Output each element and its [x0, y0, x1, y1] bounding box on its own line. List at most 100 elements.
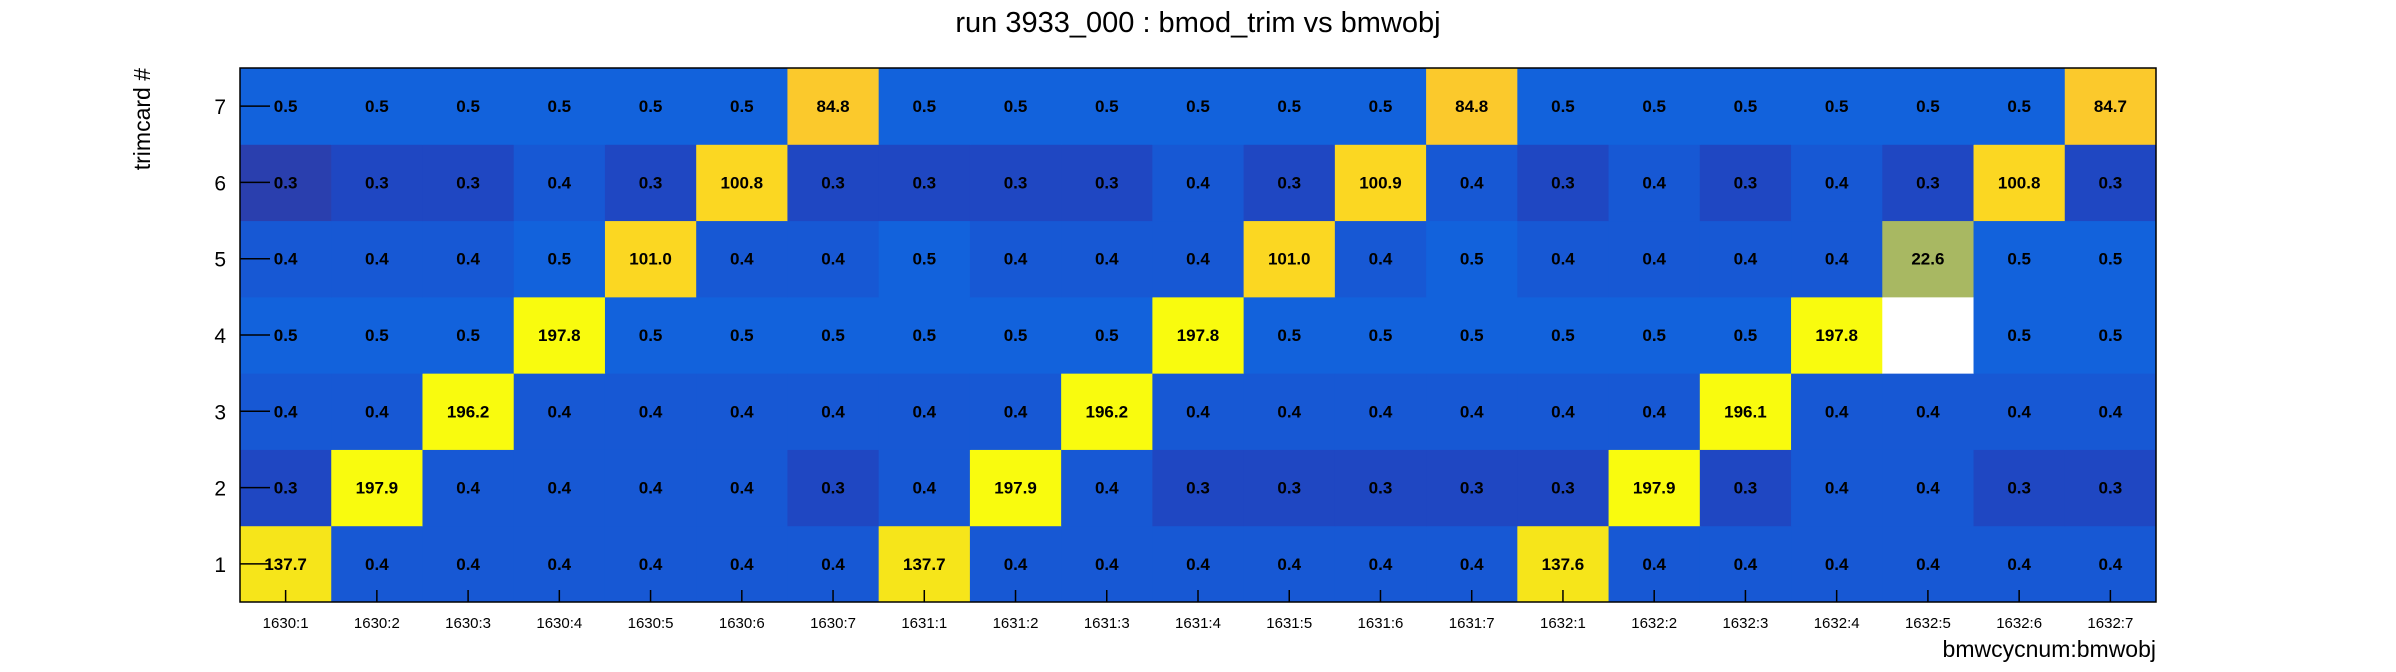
heatmap-cell	[1061, 373, 1153, 450]
heatmap-cell	[787, 525, 880, 603]
heatmap-cell	[1243, 220, 1336, 298]
cell-value-label: 0.4	[1004, 555, 1028, 574]
heatmap-cell	[331, 144, 423, 222]
heatmap-cell	[1973, 449, 2066, 527]
cell-value-label: 197.9	[994, 479, 1037, 498]
cell-value-label: 100.8	[721, 173, 764, 192]
heatmap-cell	[513, 525, 606, 603]
heatmap-cell	[1152, 68, 1245, 145]
heatmap-cell	[878, 296, 971, 374]
heatmap-cell	[1426, 449, 1518, 527]
cell-value-label: 0.4	[365, 250, 389, 269]
cell-value-label: 0.4	[1825, 173, 1849, 192]
cell-value-label: 197.9	[1633, 479, 1676, 498]
x-tick-label: 1631:1	[901, 615, 947, 632]
heatmap-cell	[1334, 525, 1427, 603]
x-tick-label: 1631:6	[1358, 615, 1404, 632]
cell-value-label: 0.5	[1095, 97, 1119, 116]
y-tick-label: 5	[214, 249, 226, 272]
x-tick-label: 1631:4	[1175, 615, 1221, 632]
heatmap-cell	[1699, 144, 1792, 222]
cell-value-label: 0.4	[1642, 402, 1666, 421]
cell-value-label: 0.4	[639, 402, 663, 421]
x-tick-label: 1632:4	[1814, 615, 1860, 632]
cell-value-label: 137.7	[264, 555, 307, 574]
heatmap-cell	[604, 373, 697, 450]
cell-value-label: 0.3	[365, 173, 389, 192]
cell-value-label: 0.4	[1916, 402, 1940, 421]
cell-value-label: 0.5	[912, 250, 936, 269]
heatmap-cell	[1973, 373, 2066, 450]
cell-value-label: 0.4	[730, 555, 754, 574]
heatmap-cell	[1973, 220, 2066, 298]
x-tick-label: 1631:3	[1084, 615, 1130, 632]
cell-value-label: 197.8	[1815, 326, 1858, 345]
x-tick-label: 1632:3	[1722, 615, 1768, 632]
x-axis-title: bmwcycnum:bmwobj	[1943, 636, 2156, 662]
cell-value-label: 0.4	[456, 479, 480, 498]
cell-value-label: 0.4	[365, 402, 389, 421]
cell-value-label: 0.3	[1277, 479, 1301, 498]
cell-value-label: 101.0	[629, 250, 672, 269]
heatmap-cell	[1699, 449, 1792, 527]
cell-value-label: 196.2	[447, 402, 490, 421]
cell-value-label: 0.4	[730, 479, 754, 498]
heatmap-cell	[969, 296, 1062, 374]
cell-value-label: 0.4	[2007, 555, 2031, 574]
heatmap-cell	[1882, 449, 1975, 527]
heatmap-cells	[240, 68, 2157, 603]
heatmap-cell	[787, 449, 880, 527]
cell-value-label: 197.8	[1177, 326, 1220, 345]
heatmap-cell	[1243, 373, 1336, 450]
heatmap-cell	[422, 220, 515, 298]
cell-value-label: 0.4	[1369, 555, 1393, 574]
x-tick-label: 1630:3	[445, 615, 491, 632]
heatmap-cell	[1699, 525, 1792, 603]
heatmap-cell	[1334, 449, 1427, 527]
cell-value-label: 0.4	[1460, 555, 1484, 574]
heatmap-cell	[1517, 296, 1610, 374]
heatmap-cell	[1426, 144, 1518, 222]
heatmap-cell	[331, 68, 423, 145]
cell-value-label: 197.8	[538, 326, 581, 345]
x-tick-label: 1630:4	[536, 615, 582, 632]
cell-value-label: 0.4	[730, 402, 754, 421]
heatmap-cell	[1791, 220, 1883, 298]
cell-value-label: 84.8	[1455, 97, 1488, 116]
cell-value-label: 0.5	[730, 97, 754, 116]
heatmap-cell	[787, 296, 880, 374]
heatmap-cell	[1152, 144, 1245, 222]
cell-value-label: 196.2	[1085, 402, 1128, 421]
cell-value-label: 0.4	[1642, 250, 1666, 269]
heatmap-cell	[787, 373, 880, 450]
heatmap-cell	[1061, 449, 1153, 527]
cell-value-label: 0.5	[1004, 97, 1028, 116]
cell-value-label: 100.8	[1998, 173, 2041, 192]
heatmap-cell	[1973, 68, 2066, 145]
heatmap-cell	[513, 296, 606, 374]
cell-value-label: 0.4	[1825, 555, 1849, 574]
cell-value-label: 0.5	[1277, 326, 1301, 345]
cell-value-label: 0.5	[2007, 97, 2031, 116]
heatmap-cell	[1152, 296, 1245, 374]
heatmap-cell	[1517, 525, 1610, 603]
x-tick-label: 1632:2	[1631, 615, 1677, 632]
cell-value-label: 0.4	[639, 555, 663, 574]
heatmap-cell	[878, 220, 971, 298]
heatmap-cell	[1517, 373, 1610, 450]
heatmap-cell	[1973, 144, 2066, 222]
cell-value-label: 0.5	[1916, 97, 1940, 116]
cell-value-label: 0.5	[1095, 326, 1119, 345]
heatmap-cell	[422, 144, 515, 222]
heatmap-cell	[878, 144, 971, 222]
cell-value-label: 0.4	[1277, 555, 1301, 574]
cell-value-label: 0.4	[548, 402, 572, 421]
cell-value-label: 0.5	[821, 326, 845, 345]
cell-value-label: 0.4	[821, 402, 845, 421]
heatmap-cell	[1426, 68, 1518, 145]
cell-value-label: 0.4	[1916, 479, 1940, 498]
cell-value-label: 0.5	[912, 326, 936, 345]
cell-value-label: 84.8	[817, 97, 850, 116]
heatmap-cell	[1426, 373, 1518, 450]
